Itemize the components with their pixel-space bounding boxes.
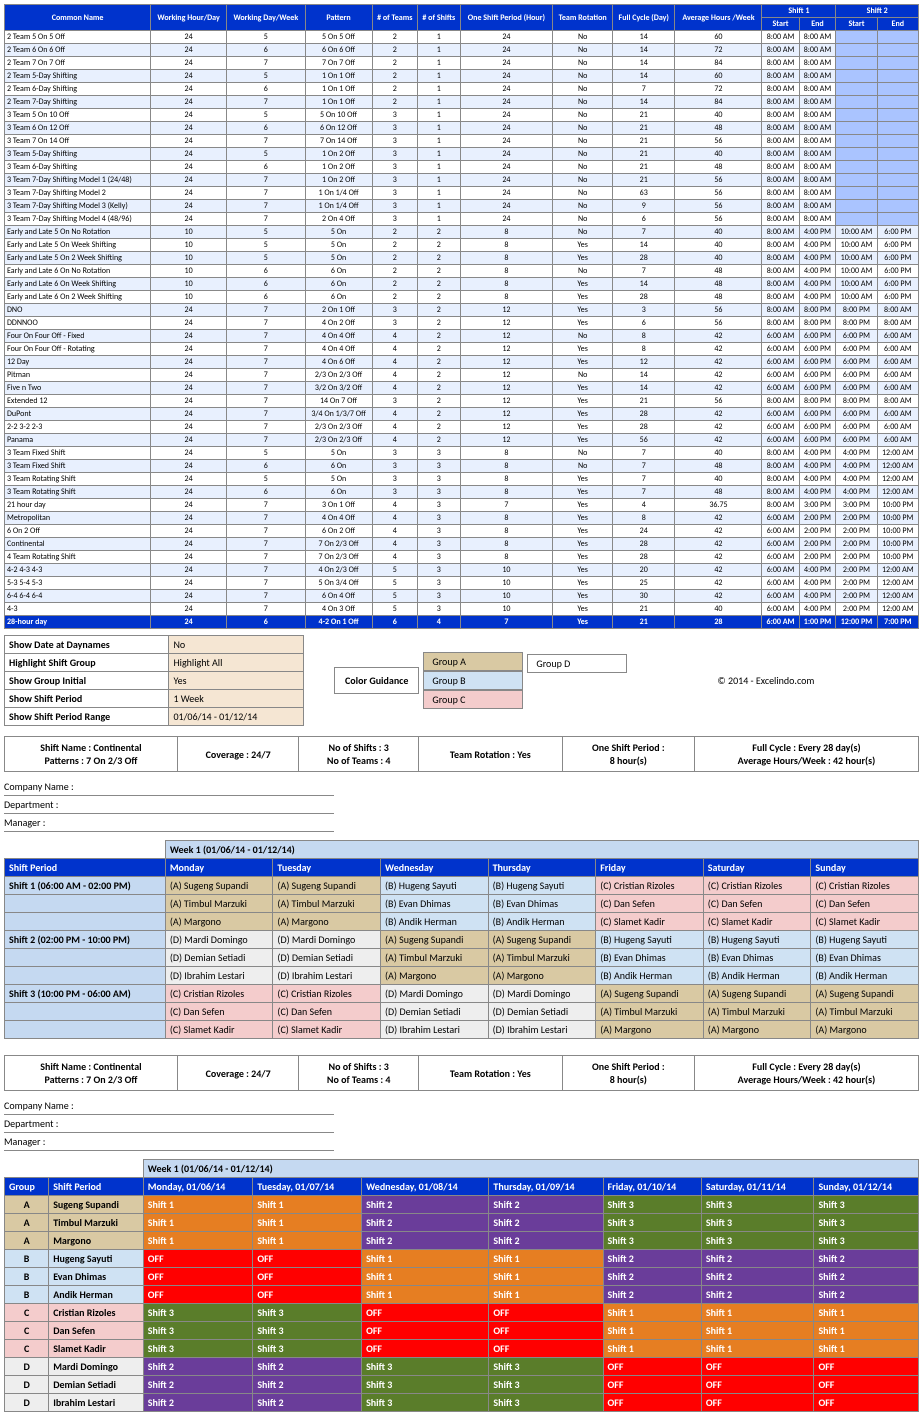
meta-lines-1: Company Name :Department :Manager :: [4, 778, 919, 832]
meta-lines-2: Company Name :Department :Manager :: [4, 1097, 919, 1151]
group-d-swatch: Group D: [527, 654, 627, 673]
color-guidance-label: Color Guidance: [334, 667, 419, 694]
week-label: Week 1 (01/06/14 - 01/12/14): [165, 841, 918, 859]
schedule-by-person: Week 1 (01/06/14 - 01/12/14) GroupShift …: [4, 1159, 919, 1412]
group-c-swatch: Group C: [423, 690, 523, 709]
schedule-by-shift: Week 1 (01/06/14 - 01/12/14) Shift Perio…: [4, 840, 919, 1039]
group-b-swatch: Group B: [423, 671, 523, 690]
info-bar-2: Shift Name : ContinentalPatterns : 7 On …: [4, 1055, 919, 1091]
group-a-swatch: Group A: [423, 652, 523, 671]
settings-table: Show Date at DaynamesNoHighlight Shift G…: [4, 635, 304, 726]
week-label-2: Week 1 (01/06/14 - 01/12/14): [143, 1160, 918, 1178]
shift-patterns-table: Common NameWorking Hour/DayWorking Day/W…: [4, 4, 919, 629]
info-bar-1: Shift Name : ContinentalPatterns : 7 On …: [4, 736, 919, 772]
color-guidance: Color Guidance Group A Group B Group C G…: [334, 635, 627, 726]
copyright: © 2014 - Excelindo.com: [717, 674, 814, 687]
